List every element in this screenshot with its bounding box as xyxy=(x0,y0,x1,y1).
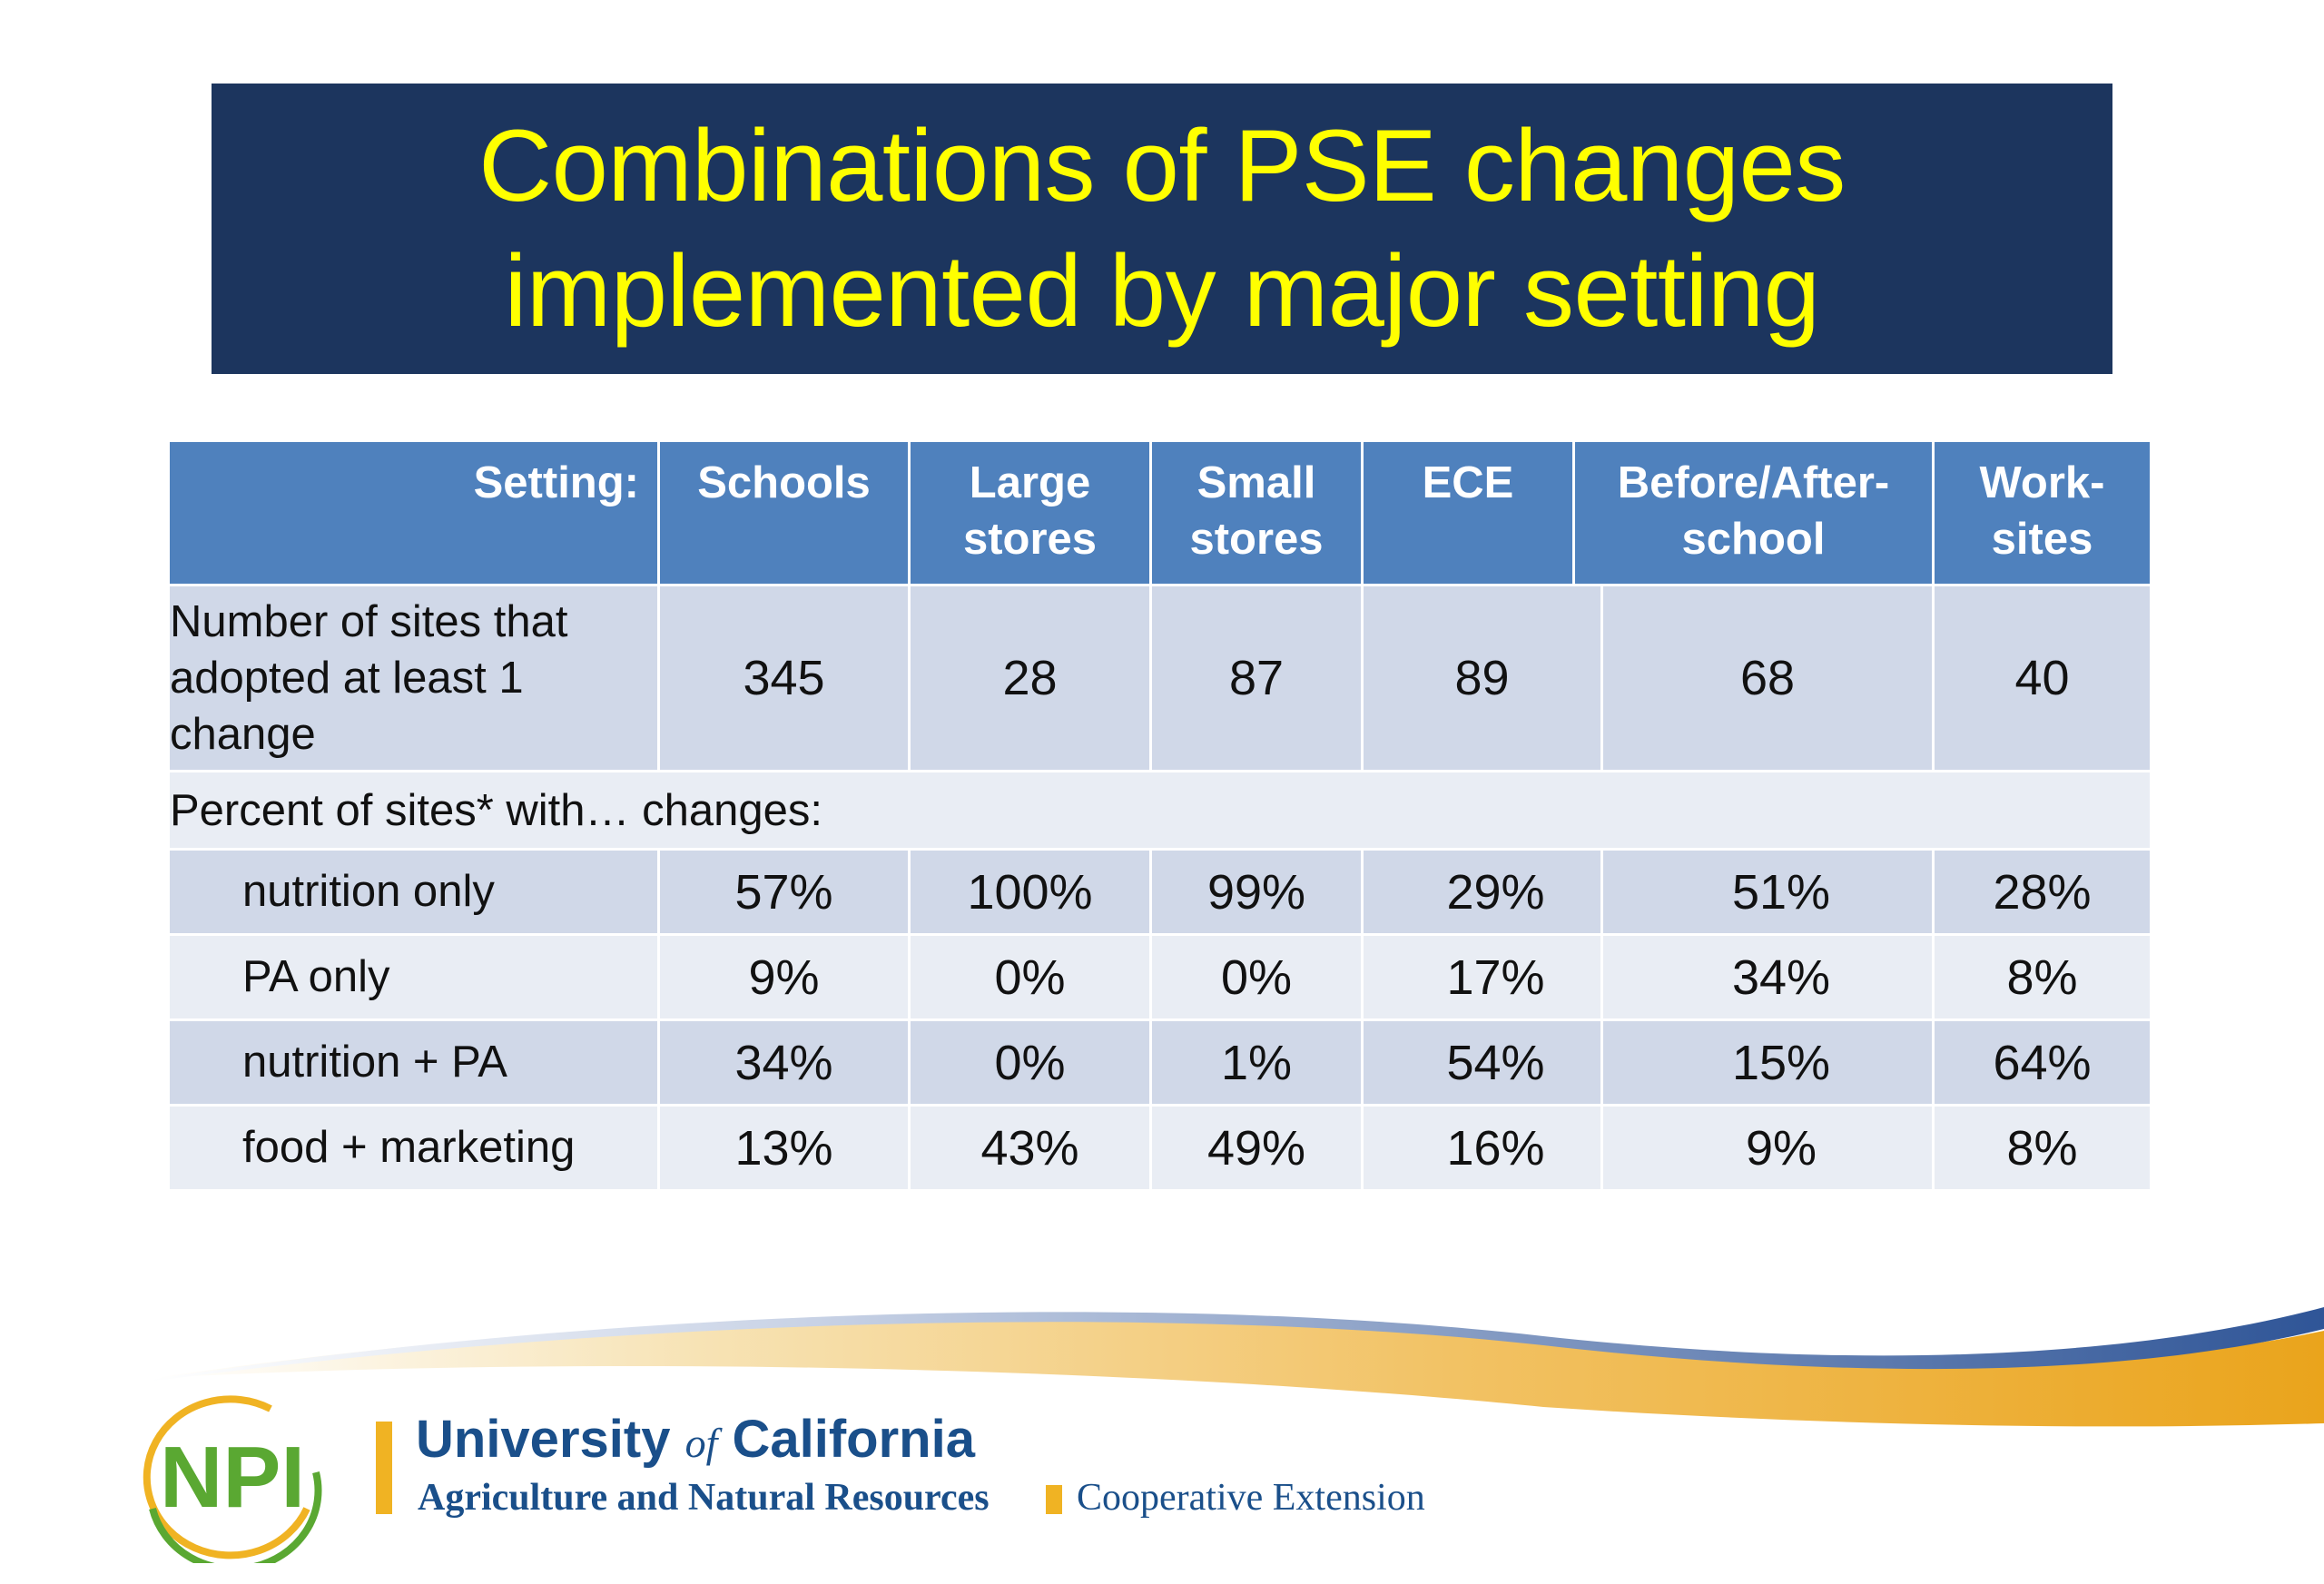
row-label-site-count: Number of sites that adopted at least 1 … xyxy=(167,584,660,772)
table-cell: 0% xyxy=(908,933,1152,1021)
table-cell: 40 xyxy=(1932,584,2153,772)
table-cell: 54% xyxy=(1361,1018,1603,1107)
table-cell: 9% xyxy=(1600,1104,1935,1192)
table-cell: 51% xyxy=(1600,848,1935,936)
table-cell: 28 xyxy=(908,584,1152,772)
column-header-ece-and-before-after-school: ECE Before/After-school xyxy=(1360,439,1935,586)
section-label: Percent of sites* with… changes: xyxy=(166,770,2153,851)
table-cell: 17% xyxy=(1361,933,1603,1021)
table-row: nutrition only 57% 100% 99% 29% 51% 28% xyxy=(167,848,2153,936)
table-cell: 8% xyxy=(1932,933,2153,1021)
cooperative-extension-text: Cooperative Extension xyxy=(1077,1477,1425,1519)
row-label-text: Number of sites that xyxy=(170,597,568,646)
table-cell: 100% xyxy=(908,848,1152,936)
ce-gold-bar xyxy=(1046,1485,1062,1514)
column-header-text: stores xyxy=(962,515,1098,564)
table-cell: 9% xyxy=(657,933,911,1021)
table-header-row: Setting: Schools Large stores Small stores… xyxy=(167,439,2153,586)
table-row: nutrition + PA 34% 0% 1% 54% 15% 64% xyxy=(167,1018,2153,1107)
row-label: PA only xyxy=(167,933,660,1021)
table-cell: 0% xyxy=(908,1018,1152,1107)
column-header-text: Schools xyxy=(697,458,871,507)
column-header-worksites: Work-sites xyxy=(1932,439,2153,586)
table-cell: 0% xyxy=(1149,933,1364,1021)
table-cell: 49% xyxy=(1149,1104,1364,1192)
logo-ring-green xyxy=(149,1471,322,1563)
slide-title-line-1: Combinations of PSE changes xyxy=(478,109,1846,222)
table-cell: 99% xyxy=(1149,848,1364,936)
table-cell: 43% xyxy=(908,1104,1152,1192)
table-cell: 345 xyxy=(657,584,911,772)
table-cell: 89 xyxy=(1361,584,1603,772)
table-cell: 34% xyxy=(657,1018,911,1107)
uc-anr-subtitle: Agriculture and Natural Resources xyxy=(418,1477,990,1519)
table-cell: 29% xyxy=(1361,848,1603,936)
pse-table: Setting: Schools Large stores Small stores… xyxy=(166,439,2153,1192)
setting-label-header: Setting: xyxy=(167,439,660,586)
table-cell: 34% xyxy=(1600,933,1935,1021)
column-header-small-stores: Small stores xyxy=(1149,439,1364,586)
table-cell: 28% xyxy=(1932,848,2153,936)
table-cell: 64% xyxy=(1932,1018,2153,1107)
row-label-text: adopted at least 1 xyxy=(170,654,524,703)
table-cell: 8% xyxy=(1932,1104,2153,1192)
table-cell: 13% xyxy=(657,1104,911,1192)
column-header-schools: Schools xyxy=(657,439,911,586)
uc-wordmark-part2: California xyxy=(717,1410,975,1469)
table-cell: 16% xyxy=(1361,1104,1603,1192)
row-label: nutrition + PA xyxy=(167,1018,660,1107)
row-label: nutrition only xyxy=(167,848,660,936)
table-row-section-label: Percent of sites* with… changes: xyxy=(166,770,2153,851)
swoosh-gold-band xyxy=(154,1315,2324,1427)
slide-title-line-2: implemented by major setting xyxy=(504,234,1820,348)
table-row-site-count: Number of sites that adopted at least 1 … xyxy=(167,584,2153,772)
table-cell: 57% xyxy=(657,848,911,936)
title-banner: Combinations of PSE changes implemented … xyxy=(212,84,2112,374)
column-header-text: ECE xyxy=(1422,458,1514,507)
table-row: food + marketing 13% 43% 49% 16% 9% 8% xyxy=(167,1104,2153,1192)
table-cell: 87 xyxy=(1149,584,1364,772)
uc-gold-bar xyxy=(376,1422,392,1514)
npi-logo: NPI xyxy=(143,1395,322,1563)
swoosh-blue-stroke xyxy=(150,1307,2324,1382)
column-header-large-stores: Large stores xyxy=(908,439,1152,586)
uc-wordmark: University of California xyxy=(416,1409,975,1470)
table-cell: 15% xyxy=(1600,1018,1935,1107)
row-label-text: change xyxy=(170,710,316,759)
column-header-text: school xyxy=(1681,515,1826,564)
logo-ring-gold xyxy=(143,1395,310,1559)
column-header-text: stores xyxy=(1189,515,1324,564)
table-cell: 1% xyxy=(1149,1018,1364,1107)
column-header-text: Large xyxy=(969,458,1091,507)
row-label: food + marketing xyxy=(167,1104,660,1192)
logo-npi-letters: NPI xyxy=(160,1429,305,1526)
footer-swoosh-graphic xyxy=(150,1307,2324,1427)
column-header-ece: ECE xyxy=(1364,442,1575,584)
column-header-before-after-school: Before/After-school xyxy=(1575,442,1932,584)
table-cell: 68 xyxy=(1600,584,1935,772)
column-header-text: Small xyxy=(1196,458,1316,507)
column-header-text: Before/After- xyxy=(1617,458,1890,507)
column-header-text: Work- xyxy=(1979,458,2105,507)
column-header-text: sites xyxy=(1991,515,2093,564)
uc-wordmark-part1: University xyxy=(416,1410,685,1469)
table-row: PA only 9% 0% 0% 17% 34% 8% xyxy=(167,933,2153,1021)
uc-wordmark-of: of xyxy=(684,1420,718,1466)
